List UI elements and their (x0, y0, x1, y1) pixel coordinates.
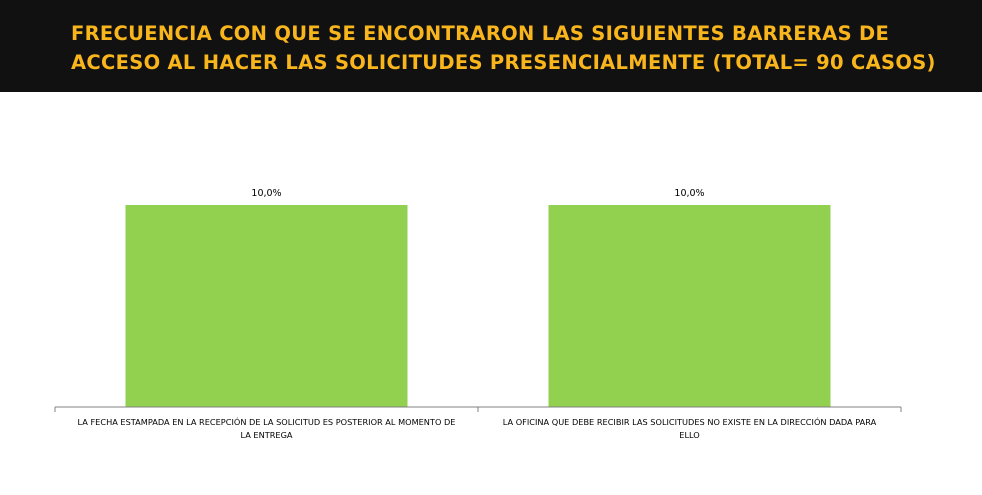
bar-2 (548, 205, 831, 407)
page-title: FRECUENCIA CON QUE SE ENCONTRARON LAS SI… (71, 22, 936, 74)
bar-1 (125, 205, 408, 407)
chart-area: 10,0% LA FECHA ESTAMPADA EN LA RECEPCIÓN … (0, 92, 982, 491)
category-label-1-line-1: LA FECHA ESTAMPADA EN LA RECEPCIÓN DE LA… (78, 416, 456, 427)
data-label-1: 10,0% (251, 188, 281, 199)
data-label-2: 10,0% (674, 188, 704, 199)
category-label-1-line-2: LA ENTREGA (240, 430, 292, 440)
category-label-2-line-2: ELLO (679, 430, 699, 440)
bar-chart: 10,0% LA FECHA ESTAMPADA EN LA RECEPCIÓN … (54, 188, 902, 440)
category-label-2-line-1: LA OFICINA QUE DEBE RECIBIR LAS SOLICITU… (503, 416, 877, 427)
header-bar: FRECUENCIA CON QUE SE ENCONTRARON LAS SI… (0, 0, 982, 92)
